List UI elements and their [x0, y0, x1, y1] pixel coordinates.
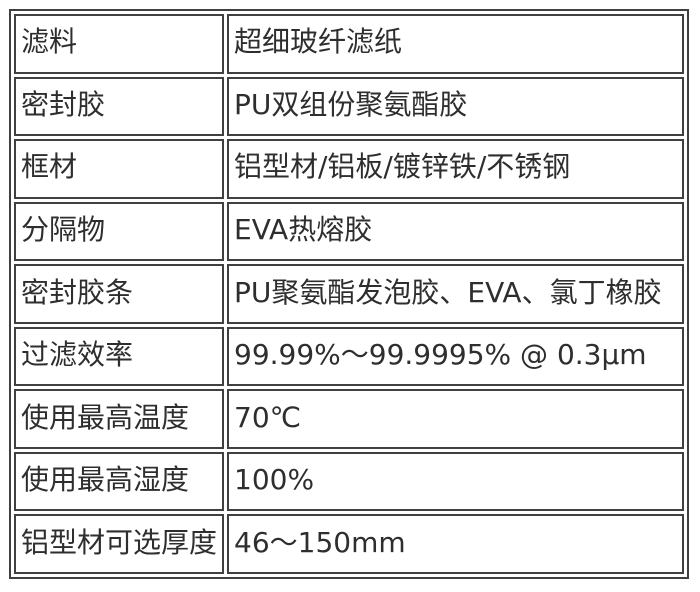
spec-table: 滤料 超细玻纤滤纸 密封胶 PU双组份聚氨酯胶 框材 铝型材/铝板/镀锌铁/不锈…: [11, 11, 687, 577]
spec-label-max-humidity: 使用最高湿度: [14, 451, 224, 512]
table-row: 铝型材可选厚度 46～150mm: [14, 514, 684, 574]
table-row: 使用最高湿度 100%: [14, 451, 684, 512]
spec-value-filter-media: 超细玻纤滤纸: [227, 14, 684, 74]
spec-label-efficiency: 过滤效率: [14, 326, 224, 387]
spec-value-max-humidity: 100%: [227, 451, 684, 512]
table-row: 使用最高温度 70℃: [14, 389, 684, 449]
table-row: 分隔物 EVA热熔胶: [14, 201, 684, 262]
spec-value-gasket: PU聚氨酯发泡胶、EVA、氯丁橡胶: [227, 264, 684, 324]
table-row: 滤料 超细玻纤滤纸: [14, 14, 684, 74]
spec-value-sealant: PU双组份聚氨酯胶: [227, 76, 684, 137]
table-row: 过滤效率 99.99%～99.9995% @ 0.3μm: [14, 326, 684, 387]
spec-label-frame-material: 框材: [14, 139, 224, 199]
table-row: 密封胶 PU双组份聚氨酯胶: [14, 76, 684, 137]
spec-label-filter-media: 滤料: [14, 14, 224, 74]
table-row: 密封胶条 PU聚氨酯发泡胶、EVA、氯丁橡胶: [14, 264, 684, 324]
spec-value-profile-thickness: 46～150mm: [227, 514, 684, 574]
spec-value-max-temperature: 70℃: [227, 389, 684, 449]
spec-label-max-temperature: 使用最高温度: [14, 389, 224, 449]
spec-value-efficiency: 99.99%～99.9995% @ 0.3μm: [227, 326, 684, 387]
spec-value-frame-material: 铝型材/铝板/镀锌铁/不锈钢: [227, 139, 684, 199]
spec-label-sealant: 密封胶: [14, 76, 224, 137]
table-row: 框材 铝型材/铝板/镀锌铁/不锈钢: [14, 139, 684, 199]
spec-label-profile-thickness: 铝型材可选厚度: [14, 514, 224, 574]
spec-label-separator: 分隔物: [14, 201, 224, 262]
spec-table-frame: 滤料 超细玻纤滤纸 密封胶 PU双组份聚氨酯胶 框材 铝型材/铝板/镀锌铁/不锈…: [9, 9, 689, 579]
spec-label-gasket: 密封胶条: [14, 264, 224, 324]
spec-value-separator: EVA热熔胶: [227, 201, 684, 262]
